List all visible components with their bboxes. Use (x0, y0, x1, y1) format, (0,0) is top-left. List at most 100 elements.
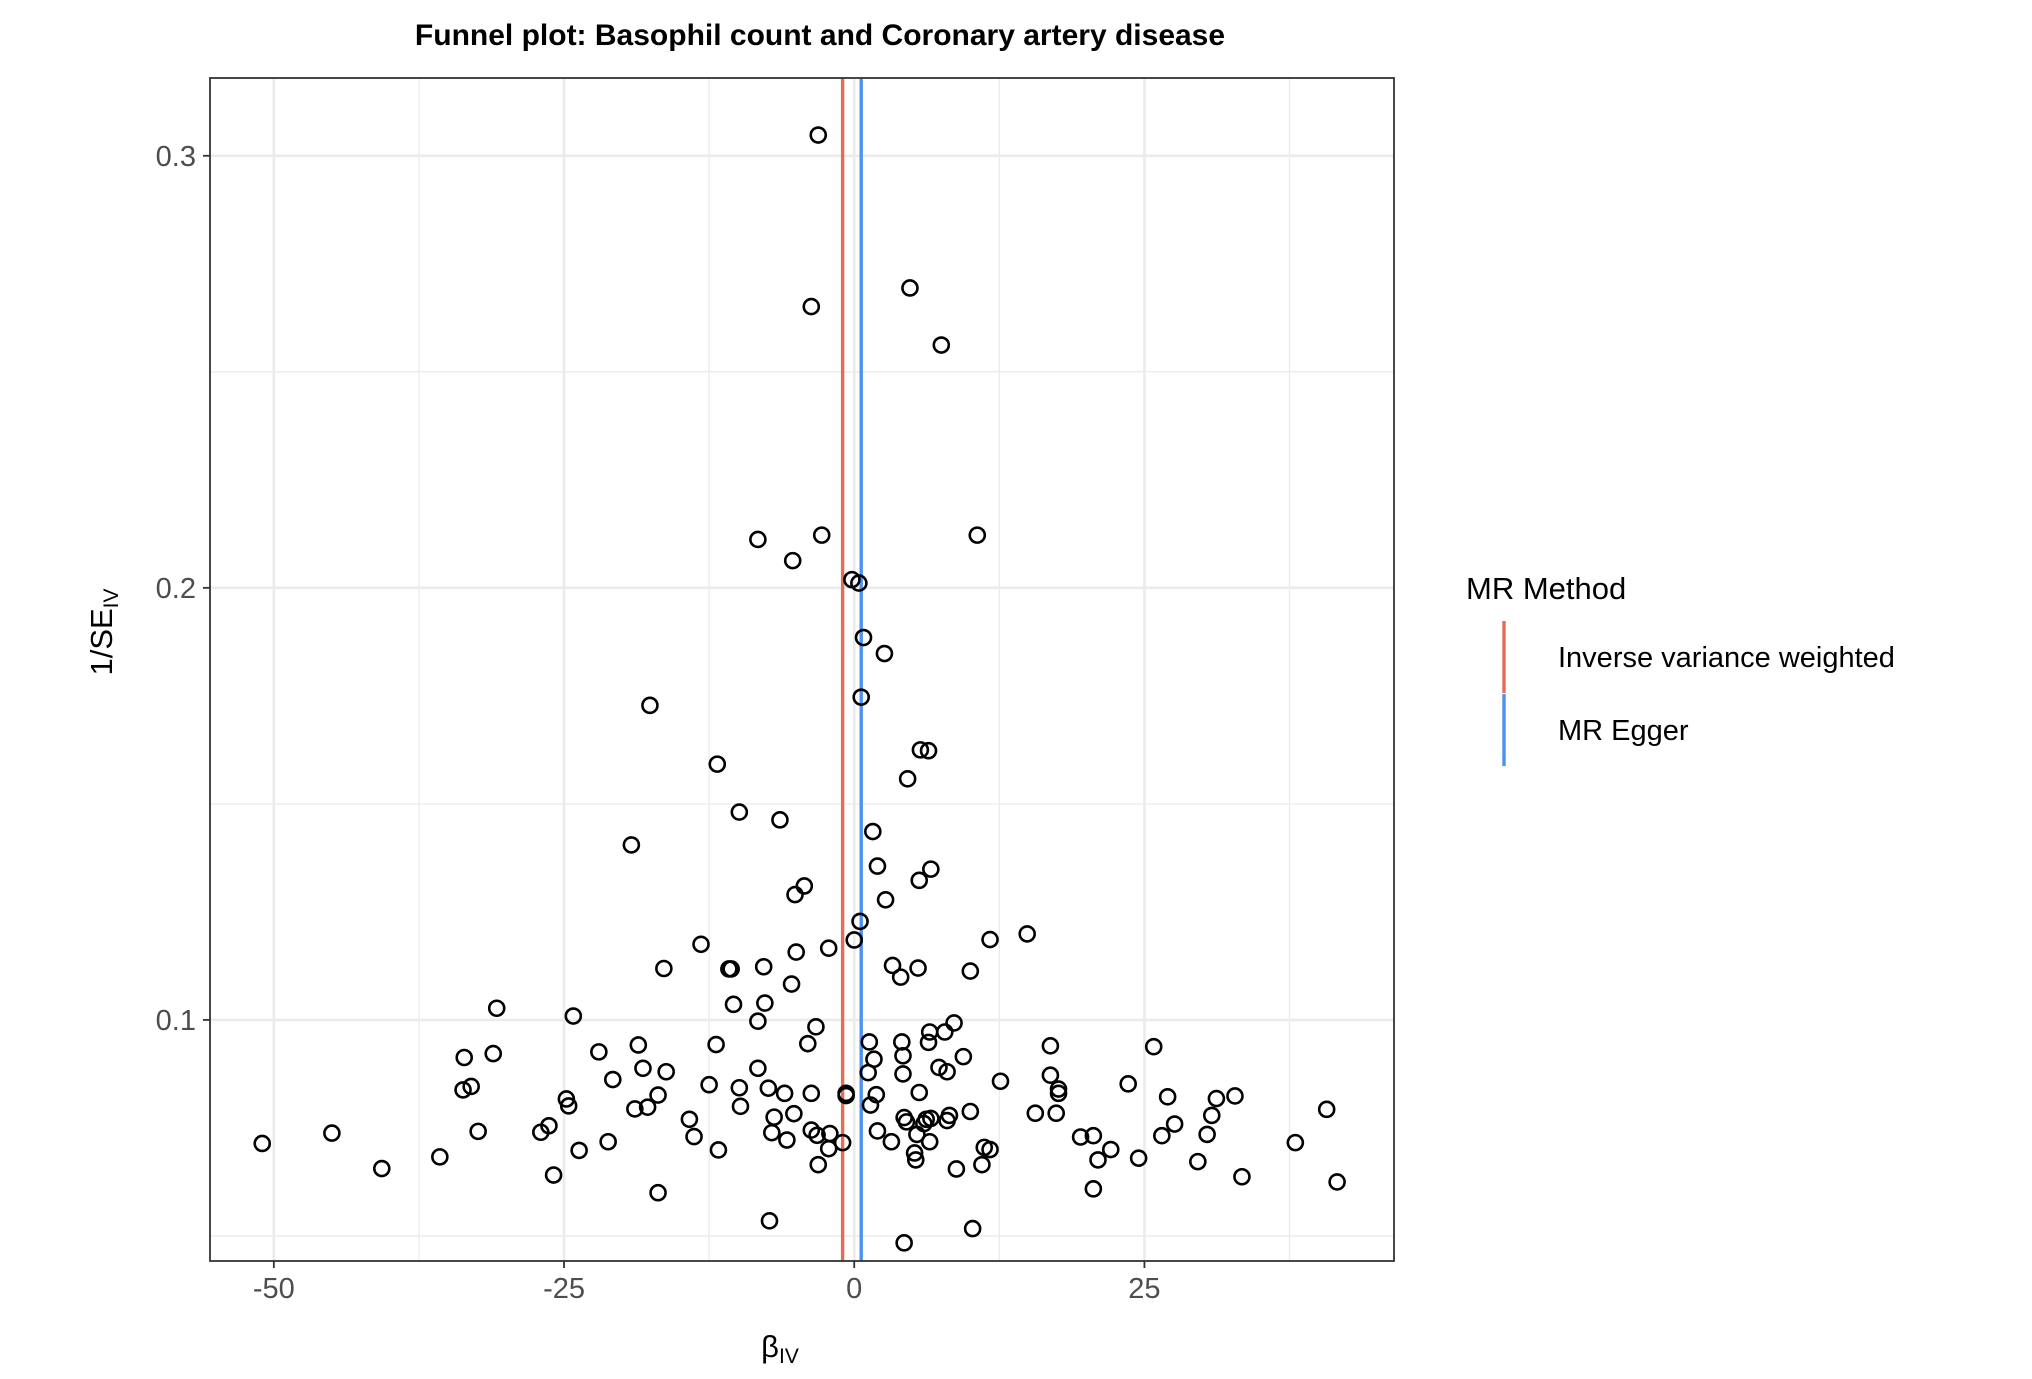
data-point (1049, 1084, 1068, 1103)
data-point (782, 975, 801, 993)
data-point (851, 912, 869, 931)
data-point (973, 1155, 991, 1174)
data-point (845, 931, 864, 949)
data-point (638, 1098, 657, 1116)
data-point (1158, 1088, 1177, 1106)
data-point (1317, 1100, 1336, 1119)
data-point (854, 628, 873, 647)
data-point (785, 1104, 803, 1123)
x-tick-label: 0 (846, 1273, 862, 1305)
data-point (778, 1131, 796, 1149)
data-point (963, 1219, 982, 1238)
data-point (882, 1132, 901, 1151)
data-point (730, 1078, 749, 1097)
data-point (935, 1023, 954, 1041)
method-lines (840, 78, 863, 1261)
data-point (837, 1086, 855, 1105)
data-point (808, 1126, 826, 1145)
data-point (932, 336, 951, 354)
data-point (622, 836, 641, 854)
data-point (1165, 1115, 1184, 1133)
data-point (802, 1084, 821, 1103)
data-point (919, 1033, 938, 1052)
legend-entries: Inverse variance weighted MR Egger (1502, 621, 1895, 766)
data-point (655, 959, 673, 978)
data-point (532, 1123, 550, 1142)
data-point (1041, 1037, 1060, 1055)
data-point (922, 860, 940, 878)
data-point (920, 1132, 939, 1151)
data-point (590, 1043, 608, 1061)
data-point (1286, 1133, 1305, 1152)
data-point (707, 1035, 725, 1054)
data-point (1084, 1126, 1103, 1145)
data-point (947, 1160, 966, 1178)
legend-label: MR Egger (1558, 715, 1689, 747)
data-point (469, 1122, 487, 1141)
data-point (1328, 1173, 1346, 1191)
data-point (649, 1183, 667, 1202)
data-point (1226, 1087, 1244, 1105)
y-tick-label: 0.1 (156, 1005, 196, 1037)
data-point (954, 1047, 973, 1066)
data-point (819, 939, 838, 957)
data-point (1119, 1075, 1137, 1093)
data-point (484, 1044, 503, 1063)
data-point (859, 1063, 877, 1082)
data-point (883, 956, 902, 975)
data-point (909, 959, 927, 977)
data-point (850, 574, 868, 592)
data-point (749, 1012, 767, 1031)
data-point (700, 1075, 718, 1094)
x-tick-label: -50 (253, 1273, 295, 1305)
data-point (685, 1127, 703, 1146)
data-point (864, 822, 882, 841)
data-point (765, 1108, 783, 1126)
data-point (487, 999, 506, 1018)
data-point (730, 803, 749, 821)
data-point (626, 1100, 644, 1118)
data-point (570, 1141, 588, 1160)
data-point (991, 1072, 1010, 1091)
data-point (860, 1033, 879, 1051)
data-point (724, 995, 743, 1014)
data-point (1101, 1140, 1120, 1159)
data-point (1189, 1152, 1207, 1171)
data-point (1047, 1104, 1066, 1123)
data-point (807, 1018, 825, 1036)
data-point (861, 1096, 880, 1114)
data-point (833, 1133, 852, 1152)
data-point (876, 890, 895, 909)
data-point (961, 962, 980, 980)
data-point (1153, 1126, 1171, 1145)
legend: MR Method Inverse variance weighted MR Eg… (1466, 571, 1895, 766)
data-point (756, 994, 774, 1012)
data-point (253, 1134, 272, 1153)
data-point (875, 644, 894, 663)
y-tick-label: 0.3 (156, 141, 196, 173)
data-point (759, 1079, 778, 1097)
data-point (1233, 1167, 1251, 1186)
data-point (911, 741, 930, 759)
data-point (852, 688, 871, 706)
data-point (731, 1097, 750, 1116)
data-point (910, 1083, 929, 1102)
data-point (544, 1166, 563, 1184)
data-point (775, 1084, 794, 1103)
data-point (968, 526, 987, 544)
data-point (657, 1062, 675, 1081)
data-point (981, 930, 999, 949)
data-point (599, 1132, 617, 1151)
data-point (945, 1014, 963, 1032)
data-point (692, 935, 710, 954)
data-point (754, 957, 773, 976)
data-point (908, 1125, 926, 1144)
data-point (898, 770, 917, 788)
data-point (749, 530, 767, 549)
y-axis-label: 1/SEIV (84, 588, 123, 675)
data-point (938, 1062, 956, 1081)
data-point (749, 1059, 767, 1078)
data-point (1129, 1149, 1148, 1167)
